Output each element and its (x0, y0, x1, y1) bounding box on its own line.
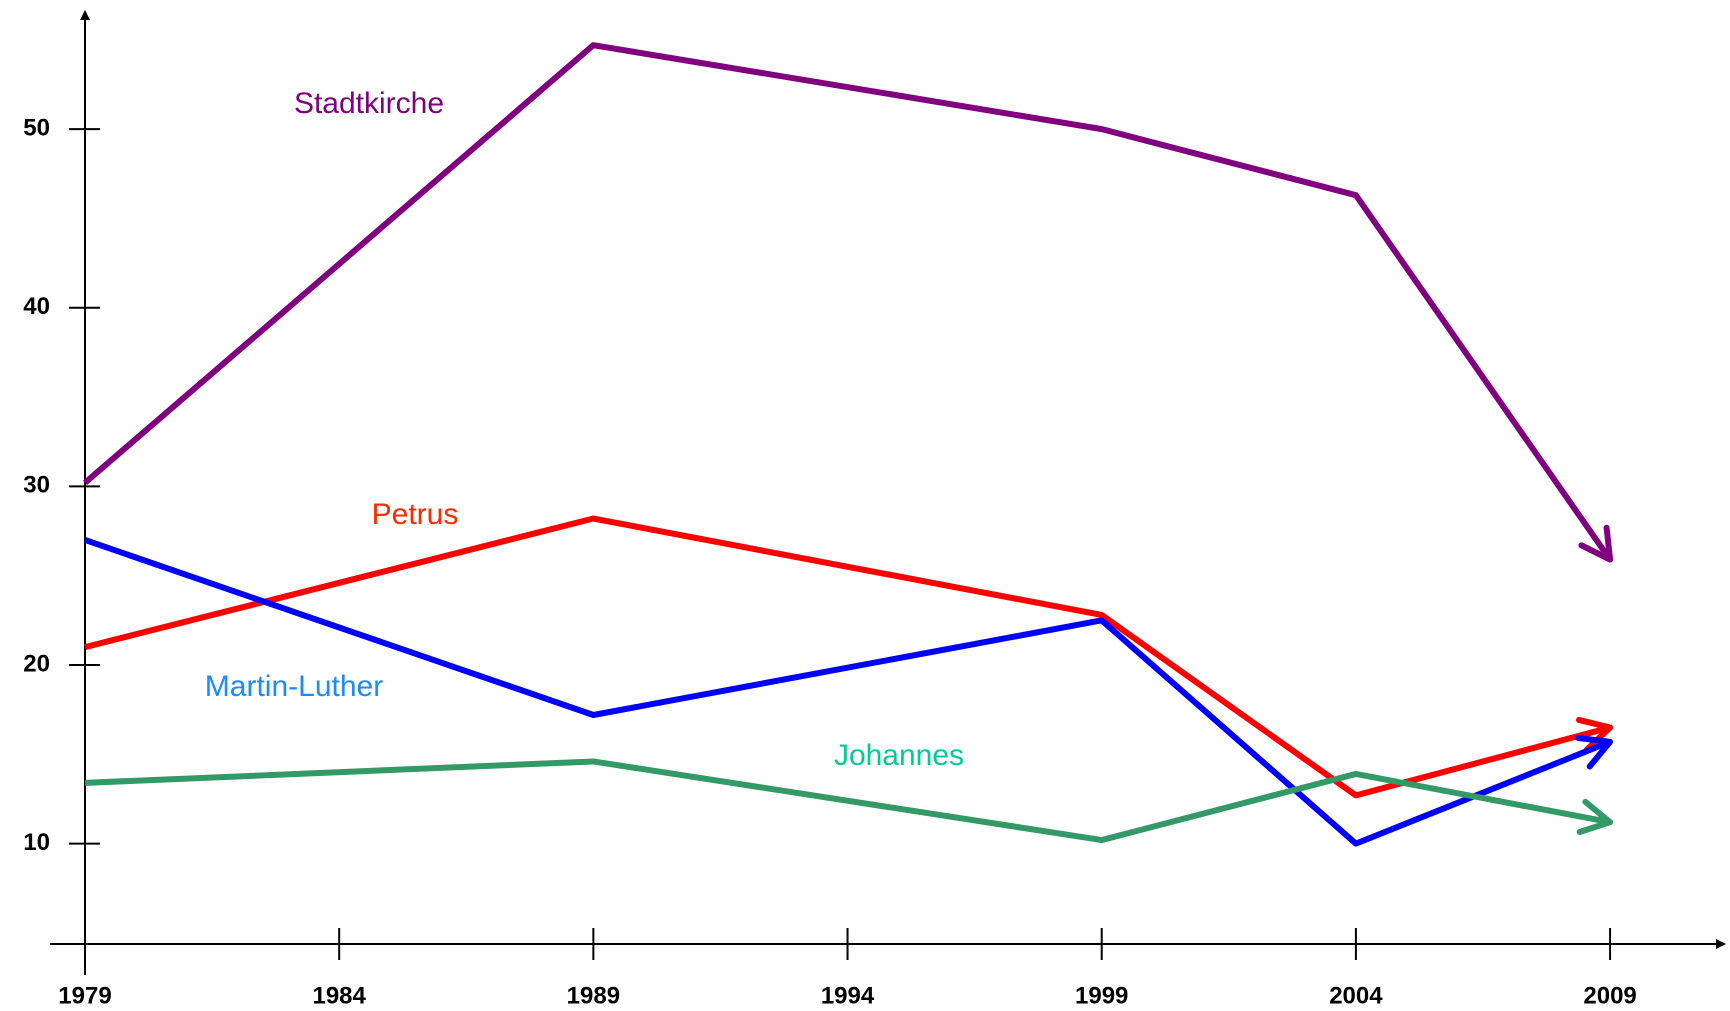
y-tick-label: 20 (23, 650, 50, 677)
x-tick-label: 1994 (821, 982, 875, 1009)
series-line (84, 758, 1611, 844)
arrow-head (1575, 734, 1614, 770)
y-tick-label: 10 (23, 829, 50, 856)
x-tick-label: 1999 (1075, 982, 1128, 1009)
arrow-head (1578, 524, 1614, 563)
series-label: Martin-Luther (205, 670, 383, 703)
x-tick-label: 1989 (567, 982, 620, 1009)
series-label: Petrus (372, 498, 459, 531)
y-tick-label: 40 (23, 293, 50, 320)
series-line (84, 537, 1612, 847)
arrow-head (1576, 798, 1614, 836)
x-tick-label: 1979 (58, 982, 111, 1009)
x-tick-label: 2004 (1329, 982, 1383, 1009)
y-tick-label: 50 (23, 114, 50, 141)
series-label: Stadtkirche (294, 87, 444, 120)
series-line (83, 42, 1613, 562)
series-line (84, 515, 1611, 799)
x-tick-label: 1984 (312, 982, 366, 1009)
x-tick-label: 2009 (1583, 982, 1636, 1009)
y-tick-label: 30 (23, 472, 50, 499)
series-label: Johannes (834, 739, 964, 772)
